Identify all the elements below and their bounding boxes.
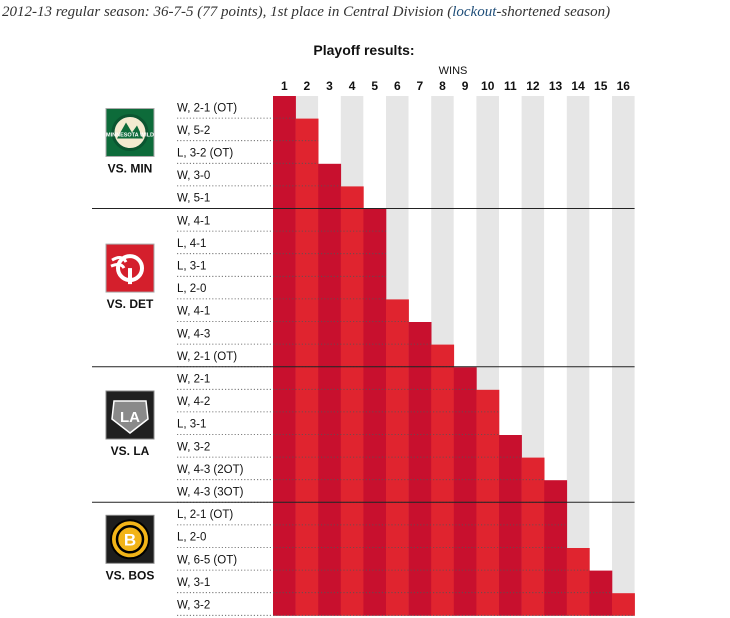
game-label: W, 3-0 (177, 170, 210, 182)
win-tick-7: 7 (417, 79, 424, 93)
series-4: B VS. BOS (92, 501, 635, 582)
win-tick-10: 10 (481, 79, 495, 93)
win-tick-4: 4 (349, 79, 356, 93)
game-label: W, 3-2 (177, 600, 210, 612)
season-caption: 2012-13 regular season: 36-7-5 (77 point… (2, 4, 728, 21)
win-bar-14 (566, 548, 590, 616)
svg-text:MINNESOTA WILD: MINNESOTA WILD (106, 133, 154, 139)
game-label: W, 4-3 (177, 328, 210, 340)
series-groups: MINNESOTA WILD VS. MIN VS. DET LA VS. LA B VS.… (92, 108, 635, 582)
game-label: W, 2-1 (OT) (177, 102, 237, 114)
svg-text:LA: LA (120, 409, 140, 426)
series-3: LA VS. LA (92, 366, 635, 458)
game-label: W, 3-2 (177, 441, 210, 453)
win-column-16 (612, 96, 635, 616)
game-label: W, 5-2 (177, 125, 210, 137)
detroit-red-wings-logo (105, 243, 155, 293)
series-1: MINNESOTA WILD VS. MIN (105, 108, 155, 176)
opponent-label: VS. LA (111, 444, 150, 458)
win-tick-12: 12 (526, 79, 540, 93)
game-label: L, 3-2 (OT) (177, 148, 233, 160)
game-label: W, 2-1 (177, 374, 210, 386)
win-bar-16 (612, 593, 635, 616)
opponent-label: VS. MIN (108, 162, 153, 176)
game-label: L, 2-1 (OT) (177, 509, 233, 521)
game-label: W, 2-1 (OT) (177, 351, 237, 363)
boston-bruins-logo: B (105, 514, 155, 564)
win-tick-3: 3 (326, 79, 333, 93)
win-tick-15: 15 (594, 79, 608, 93)
game-label: L, 2-0 (177, 532, 206, 544)
win-tick-5: 5 (371, 79, 378, 93)
win-bar-12 (521, 457, 545, 616)
game-label: W, 4-1 (177, 306, 210, 318)
win-ticks: 1 2 3 4 5 6 7 8 9 10 11 12 13 14 15 16 (281, 79, 630, 93)
win-tick-14: 14 (571, 79, 585, 93)
game-label: W, 4-2 (177, 396, 210, 408)
win-bar-1 (273, 96, 296, 616)
chart-title: Playoff results: (313, 42, 414, 58)
lockout-link[interactable]: lockout (452, 4, 497, 20)
game-label: W, 5-1 (177, 193, 210, 205)
minnesota-wild-logo: MINNESOTA WILD (105, 108, 155, 157)
game-label: L, 3-1 (177, 419, 206, 431)
win-bar-11 (499, 435, 522, 616)
win-tick-1: 1 (281, 79, 288, 93)
opponent-label: VS. DET (107, 297, 154, 311)
win-tick-8: 8 (439, 79, 446, 93)
win-column-15 (589, 96, 612, 616)
win-column-14 (566, 96, 590, 616)
win-bar-7 (408, 322, 432, 616)
game-label: W, 4-3 (2OT) (177, 464, 244, 476)
wins-axis-label: WINS (439, 65, 468, 77)
game-label: L, 4-1 (177, 238, 206, 250)
game-label: W, 4-3 (3OT) (177, 487, 244, 499)
win-bar-3 (318, 163, 342, 616)
win-bar-5 (363, 209, 387, 616)
game-label: W, 3-1 (177, 577, 210, 589)
game-label: L, 3-1 (177, 261, 206, 273)
win-tick-6: 6 (394, 79, 401, 93)
win-bar-9 (453, 367, 477, 616)
game-rows: W, 2-1 (OT) W, 5-2 L, 3-2 (OT) W, 3-0 W, 5-1… (177, 102, 635, 616)
opponent-label: VS. BOS (106, 568, 155, 582)
game-label: W, 4-1 (177, 215, 210, 227)
caption-text: 2012-13 regular season: 36-7-5 (77 point… (2, 4, 453, 20)
win-tick-9: 9 (462, 79, 469, 93)
game-label: L, 2-0 (177, 283, 206, 295)
win-tick-11: 11 (504, 79, 517, 93)
win-bar-15 (589, 570, 613, 616)
win-tick-13: 13 (549, 79, 563, 93)
caption-text-end: -shortened season) (496, 4, 611, 20)
win-tick-2: 2 (304, 79, 311, 93)
win-tick-16: 16 (617, 79, 631, 93)
game-label: W, 6-5 (OT) (177, 554, 237, 566)
win-bar-13 (544, 480, 568, 616)
series-2: VS. DET (92, 208, 635, 311)
los-angeles-kings-logo: LA (105, 390, 155, 440)
svg-text:B: B (124, 530, 136, 549)
win-bar-4 (340, 186, 364, 616)
win-bar-6 (386, 299, 409, 616)
win-bar-8 (431, 344, 455, 616)
